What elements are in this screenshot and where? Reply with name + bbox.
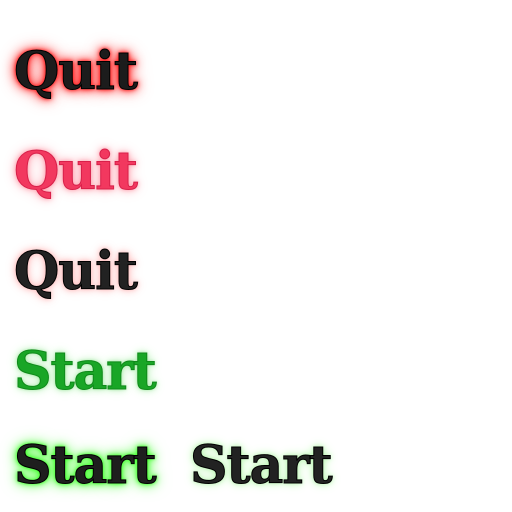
quit-button-hover[interactable]: Quit <box>14 41 139 102</box>
start-button-normal[interactable]: Start <box>190 435 334 496</box>
start-button-hover[interactable]: Start <box>14 435 158 496</box>
start-button-pressed[interactable]: Start <box>14 341 158 402</box>
quit-button-normal[interactable]: Quit <box>14 241 139 302</box>
quit-button-pressed[interactable]: Quit <box>14 141 139 202</box>
